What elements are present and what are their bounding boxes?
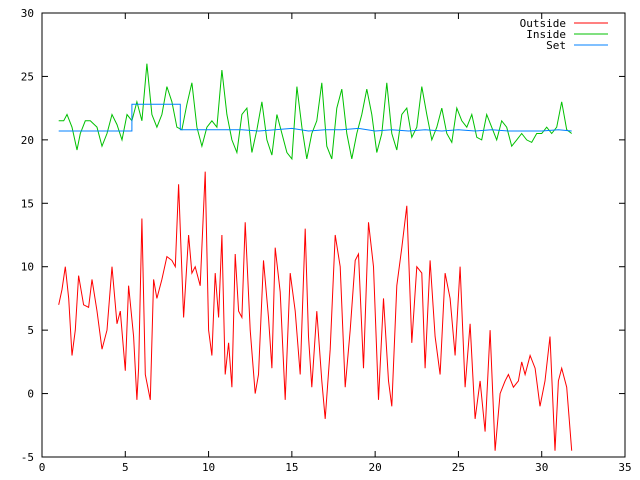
x-tick-label: 30: [535, 461, 548, 474]
x-tick-label: 0: [39, 461, 46, 474]
legend-label-set: Set: [546, 39, 566, 52]
y-axis-tick-labels: -5 0 5 10 15 20 25 30: [21, 7, 34, 464]
y-tick-label: 20: [21, 134, 34, 147]
y-tick-label: 0: [27, 388, 34, 401]
y-tick-label: 30: [21, 7, 34, 20]
x-tick-label: 20: [369, 461, 382, 474]
y-tick-label: 5: [27, 324, 34, 337]
series-lines: [58, 63, 573, 451]
y-tick-label: -5: [21, 451, 34, 464]
y-tick-label: 25: [21, 70, 34, 83]
legend-label-inside: Inside: [526, 28, 566, 41]
x-tick-label: 5: [122, 461, 129, 474]
x-axis-tick-labels: 0 5 10 15 20 25 30 35: [39, 461, 632, 474]
x-tick-label: 15: [285, 461, 298, 474]
y-tick-label: 10: [21, 261, 34, 274]
series-line-outside: [58, 171, 573, 451]
x-tick-label: 10: [202, 461, 215, 474]
axis-ticks: [41, 12, 626, 458]
series-line-inside: [58, 63, 573, 161]
series-line-set: [58, 103, 572, 132]
x-tick-label: 35: [618, 461, 631, 474]
plot-frame: [41, 12, 626, 458]
legend-label-outside: Outside: [520, 17, 566, 30]
y-tick-label: 15: [21, 197, 34, 210]
x-tick-label: 25: [452, 461, 465, 474]
